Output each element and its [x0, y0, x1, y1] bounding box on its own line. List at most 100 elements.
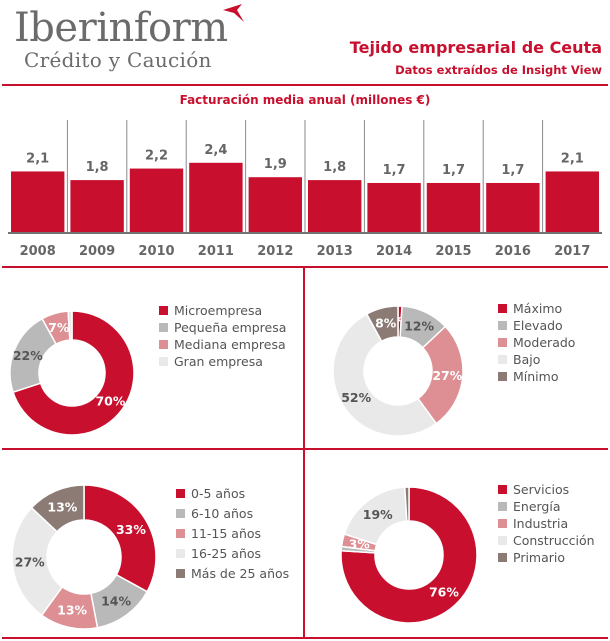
slice-value-label: 76%	[429, 585, 459, 600]
category-tick-label: 2013	[317, 244, 353, 259]
slice-value-label: 13%	[57, 603, 87, 618]
bar	[367, 182, 421, 232]
legend-item: 0-5 años	[176, 483, 289, 503]
category-tick-label: 2017	[554, 244, 590, 259]
bar-chart-title: Facturación media anual (millones €)	[179, 93, 431, 107]
legend-item: Moderado	[498, 334, 575, 351]
bar-value-label: 1,9	[264, 157, 287, 172]
slice-value-label: 8%	[375, 316, 397, 331]
slice-value-label: 14%	[101, 594, 131, 609]
slice-value-label: 27%	[432, 368, 462, 383]
sector-legend: Servicios Energía Industria Construcción…	[498, 481, 595, 566]
bar-value-label: 1,7	[383, 163, 406, 178]
legend-swatch	[176, 488, 185, 498]
legend-swatch	[498, 502, 507, 511]
bar	[129, 168, 184, 232]
page-subtitle: Datos extraídos de Insight View	[395, 63, 602, 77]
company-age-legend: 0-5 años 6-10 años 11-15 años 16-25 años…	[176, 483, 289, 583]
legend-item: 11-15 años	[176, 523, 289, 543]
legend-swatch	[498, 338, 507, 347]
slice-value-label: 13%	[47, 499, 77, 514]
bar	[486, 182, 540, 232]
bar-value-label: 1,8	[86, 160, 109, 175]
bar	[545, 171, 599, 232]
legend-swatch	[498, 485, 507, 494]
divider	[2, 266, 608, 268]
legend-swatch	[498, 519, 507, 528]
legend-item: Mediana empresa	[159, 336, 286, 353]
bar-chart: 2,1 2008 1,8 2009 2,2 2010 2,4 2011 1,9 2012 1,8 20…	[8, 120, 602, 259]
bar-value-label: 2,1	[561, 151, 584, 166]
legend-swatch	[176, 508, 185, 518]
slice-value-label: 7%	[48, 320, 70, 335]
category-tick-label: 2015	[435, 244, 471, 259]
slice-value-label: 52%	[341, 390, 371, 405]
legend-label: Elevado	[513, 318, 563, 333]
bar-value-label: 2,4	[204, 143, 227, 158]
legend-item: Microempresa	[159, 302, 286, 319]
legend-item: 6-10 años	[176, 503, 289, 523]
category-tick-label: 2014	[376, 244, 412, 259]
legend-label: 11-15 años	[191, 525, 262, 541]
legend-swatch	[498, 536, 507, 545]
legend-item: Máximo	[498, 300, 575, 317]
bar-value-label: 2,2	[145, 149, 168, 164]
divider	[2, 448, 608, 450]
legend-item: Elevado	[498, 317, 575, 334]
legend-label: Mínimo	[513, 369, 559, 384]
donut-slice	[67, 310, 73, 341]
legend-item: Construcción	[498, 532, 595, 549]
legend-swatch	[159, 306, 168, 315]
risk-level-legend: Máximo Elevado Moderado Bajo Mínimo	[498, 300, 575, 385]
legend-label: Construcción	[513, 533, 595, 548]
bar	[426, 182, 481, 232]
slice-value-label: 19%	[363, 507, 393, 522]
donut-slice	[403, 486, 410, 522]
legend-swatch	[176, 568, 185, 578]
slice-value-label: 70%	[95, 393, 125, 408]
legend-swatch	[159, 323, 168, 332]
company-size-legend: Microempresa Pequeña empresa Mediana emp…	[159, 302, 286, 370]
category-tick-label: 2011	[198, 244, 234, 259]
legend-item: Servicios	[498, 481, 595, 498]
divider	[303, 268, 305, 448]
donut-slice	[340, 486, 478, 624]
legend-swatch	[159, 357, 168, 366]
legend-swatch	[498, 553, 507, 562]
bar	[70, 180, 124, 232]
bar	[248, 177, 302, 232]
slice-value-label: 12%	[404, 319, 434, 334]
logo-wordmark: Iberinform	[14, 5, 228, 51]
legend-label: Máximo	[513, 301, 563, 316]
category-tick-label: 2009	[79, 244, 115, 259]
donut-slice	[365, 305, 399, 343]
donut-slice	[12, 310, 135, 436]
legend-item: Pequeña empresa	[159, 319, 286, 336]
category-tick-label: 2012	[257, 244, 293, 259]
legend-label: 16-25 años	[191, 545, 262, 561]
legend-label: Mediana empresa	[174, 337, 286, 352]
bar	[308, 180, 362, 232]
category-tick-label: 2016	[495, 244, 531, 259]
bar-value-label: 1,7	[442, 163, 465, 178]
legend-item: 16-25 años	[176, 543, 289, 563]
legend-label: Microempresa	[174, 303, 263, 318]
legend-swatch	[176, 548, 185, 558]
divider	[2, 84, 608, 86]
divider	[303, 450, 305, 637]
legend-item: Gran empresa	[159, 353, 286, 370]
legend-swatch	[498, 355, 507, 364]
donut-slice	[416, 325, 464, 425]
logo-tagline: Crédito y Caución	[24, 48, 212, 72]
donut-slice	[11, 506, 64, 617]
legend-label: Energía	[513, 499, 561, 514]
bar	[11, 171, 65, 232]
legend-label: Industria	[513, 516, 569, 531]
bar	[189, 162, 243, 232]
legend-label: 6-10 años	[191, 505, 254, 521]
legend-label: Pequeña empresa	[174, 320, 287, 335]
slice-value-label: 33%	[116, 522, 146, 537]
